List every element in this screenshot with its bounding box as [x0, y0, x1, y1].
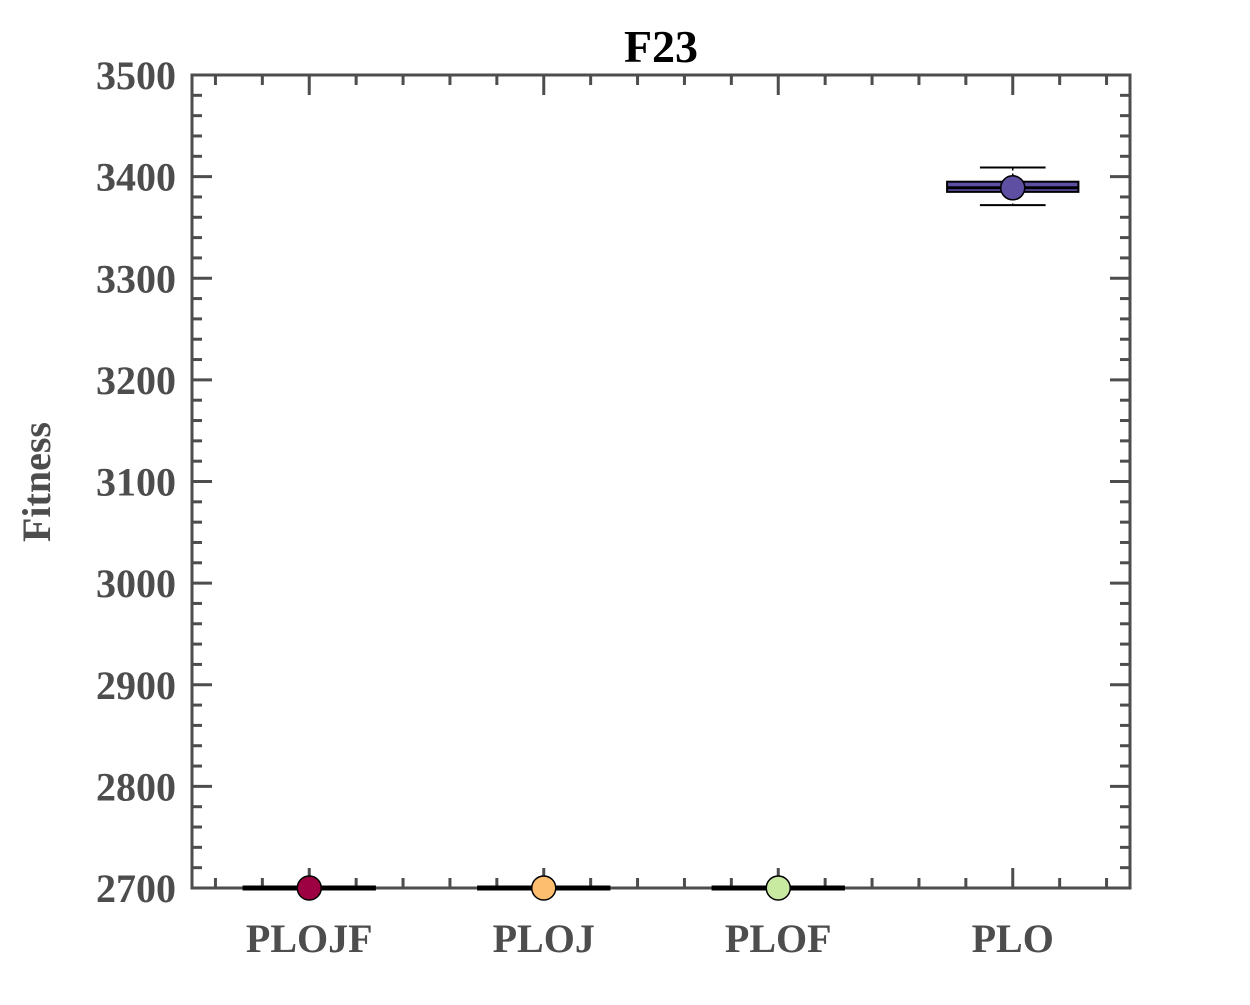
- mean-marker: [765, 875, 791, 901]
- y-tick-label: 3400: [96, 155, 176, 200]
- mean-marker: [296, 875, 322, 901]
- y-tick-label: 2700: [96, 866, 176, 911]
- y-axis-label: Fitness: [14, 422, 59, 542]
- chart-title: F23: [624, 21, 698, 72]
- plot-area: 2700 2800 2900 3000 3100 3200 3300 3400 3500 PLOJ…: [96, 53, 1132, 961]
- mean-marker: [531, 875, 557, 901]
- y-tick-label: 3300: [96, 256, 176, 301]
- y-tick-label: 3100: [96, 460, 176, 505]
- y-tick-label: 2800: [96, 764, 176, 809]
- y-tick-label: 3500: [96, 53, 176, 98]
- x-tick-label: PLOJ: [493, 916, 595, 961]
- plot-frame: [190, 73, 1132, 890]
- x-tick-label: PLOJF: [246, 916, 373, 961]
- y-tick-label: 2900: [96, 663, 176, 708]
- x-tick-label: PLOF: [725, 916, 832, 961]
- mean-marker: [1000, 175, 1026, 201]
- y-tick-label: 3200: [96, 358, 176, 403]
- x-tick-label: PLO: [972, 916, 1054, 961]
- y-tick-label: 3000: [96, 561, 176, 606]
